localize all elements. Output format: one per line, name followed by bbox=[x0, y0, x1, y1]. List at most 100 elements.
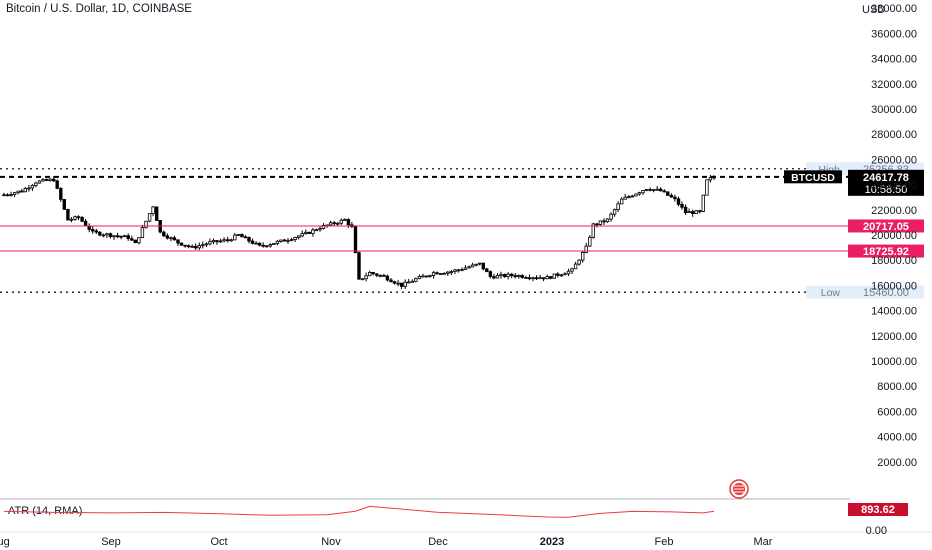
candle bbox=[19, 188, 24, 193]
candle bbox=[179, 242, 184, 246]
candle-body bbox=[190, 245, 194, 248]
candle bbox=[563, 272, 567, 276]
candle bbox=[474, 263, 478, 267]
candle bbox=[339, 218, 343, 225]
candle-body bbox=[683, 206, 688, 214]
candle-body bbox=[442, 272, 446, 275]
candle-body bbox=[240, 233, 244, 238]
candle-body bbox=[598, 220, 603, 225]
candle-body bbox=[34, 182, 38, 186]
candle-body bbox=[30, 185, 35, 189]
candle bbox=[240, 233, 244, 238]
candle-body bbox=[655, 188, 659, 191]
candle-body bbox=[123, 235, 127, 238]
candle bbox=[378, 274, 382, 278]
candle bbox=[247, 236, 251, 244]
candle-body bbox=[91, 229, 95, 232]
candle bbox=[126, 233, 130, 241]
candle-body bbox=[470, 264, 475, 268]
candle bbox=[481, 262, 485, 271]
candle bbox=[137, 237, 141, 245]
candle bbox=[279, 239, 283, 243]
candle bbox=[225, 236, 230, 243]
x-tick-label: Feb bbox=[655, 536, 674, 548]
candle bbox=[98, 231, 102, 237]
candle bbox=[55, 179, 59, 190]
candle bbox=[477, 262, 482, 266]
candle-body bbox=[680, 203, 684, 208]
candle-body bbox=[382, 274, 386, 277]
candle bbox=[144, 220, 148, 229]
candle bbox=[584, 243, 588, 254]
candle-body bbox=[438, 273, 443, 275]
level-value-label: 18725.92 bbox=[863, 246, 909, 258]
candle bbox=[463, 265, 468, 270]
candle-body bbox=[59, 187, 63, 200]
candle bbox=[460, 267, 464, 272]
symbol-label: BTCUSD bbox=[791, 172, 835, 184]
candle-body bbox=[101, 234, 106, 237]
candle-body bbox=[275, 240, 280, 244]
candle bbox=[701, 194, 705, 213]
x-tick-label: Nov bbox=[321, 536, 341, 548]
candle-body bbox=[414, 278, 418, 282]
y-tick-label: 8000.00 bbox=[877, 381, 917, 393]
candle bbox=[588, 235, 592, 247]
candle-body bbox=[399, 282, 404, 287]
candle-body bbox=[559, 274, 564, 277]
candle-body bbox=[23, 188, 27, 193]
flag-icon[interactable] bbox=[729, 479, 749, 499]
candle-body bbox=[552, 273, 556, 279]
candle bbox=[272, 243, 276, 246]
candle-body bbox=[499, 273, 503, 276]
candle bbox=[637, 191, 642, 196]
candle-body bbox=[531, 277, 535, 280]
countdown-label: 10:58:50 bbox=[865, 184, 908, 196]
y-tick-label: 12000.00 bbox=[871, 331, 917, 343]
candle bbox=[708, 175, 713, 183]
candle bbox=[666, 191, 670, 196]
last-price-tag bbox=[848, 169, 924, 196]
candle-body bbox=[321, 224, 326, 229]
candle-body bbox=[346, 219, 351, 226]
candle bbox=[37, 180, 42, 184]
candle bbox=[296, 235, 301, 240]
candle-body bbox=[211, 240, 216, 243]
y-tick-label: 38000.00 bbox=[871, 3, 917, 15]
candle bbox=[517, 274, 521, 279]
y-tick-label: 30000.00 bbox=[871, 104, 917, 116]
y-tick-label: 6000.00 bbox=[877, 406, 917, 418]
candle bbox=[698, 209, 702, 214]
candle bbox=[531, 276, 535, 282]
candle bbox=[438, 273, 443, 275]
candle bbox=[602, 218, 606, 225]
candle bbox=[69, 217, 74, 223]
candle-body bbox=[456, 269, 461, 272]
candle-body bbox=[286, 239, 290, 242]
candle bbox=[218, 238, 223, 243]
candle-body bbox=[534, 277, 539, 280]
candle-body bbox=[169, 237, 173, 240]
candle bbox=[541, 277, 546, 282]
candle bbox=[73, 215, 77, 221]
candle bbox=[470, 262, 475, 268]
candle-body bbox=[573, 263, 578, 270]
candle-body bbox=[513, 275, 517, 278]
candle-body bbox=[421, 275, 425, 278]
candle bbox=[140, 224, 145, 239]
candle-body bbox=[367, 271, 372, 277]
candle-body bbox=[620, 198, 624, 205]
candle bbox=[506, 271, 510, 280]
candle bbox=[634, 193, 638, 197]
candle bbox=[644, 188, 649, 192]
candle bbox=[197, 242, 201, 251]
candle bbox=[488, 270, 493, 279]
level-value-label: 15460.00 bbox=[863, 287, 909, 299]
candle bbox=[62, 198, 66, 210]
candle-body bbox=[375, 273, 379, 276]
candle bbox=[357, 251, 361, 280]
candle-body bbox=[637, 192, 642, 195]
candle bbox=[34, 181, 38, 188]
candle-body bbox=[485, 268, 489, 273]
